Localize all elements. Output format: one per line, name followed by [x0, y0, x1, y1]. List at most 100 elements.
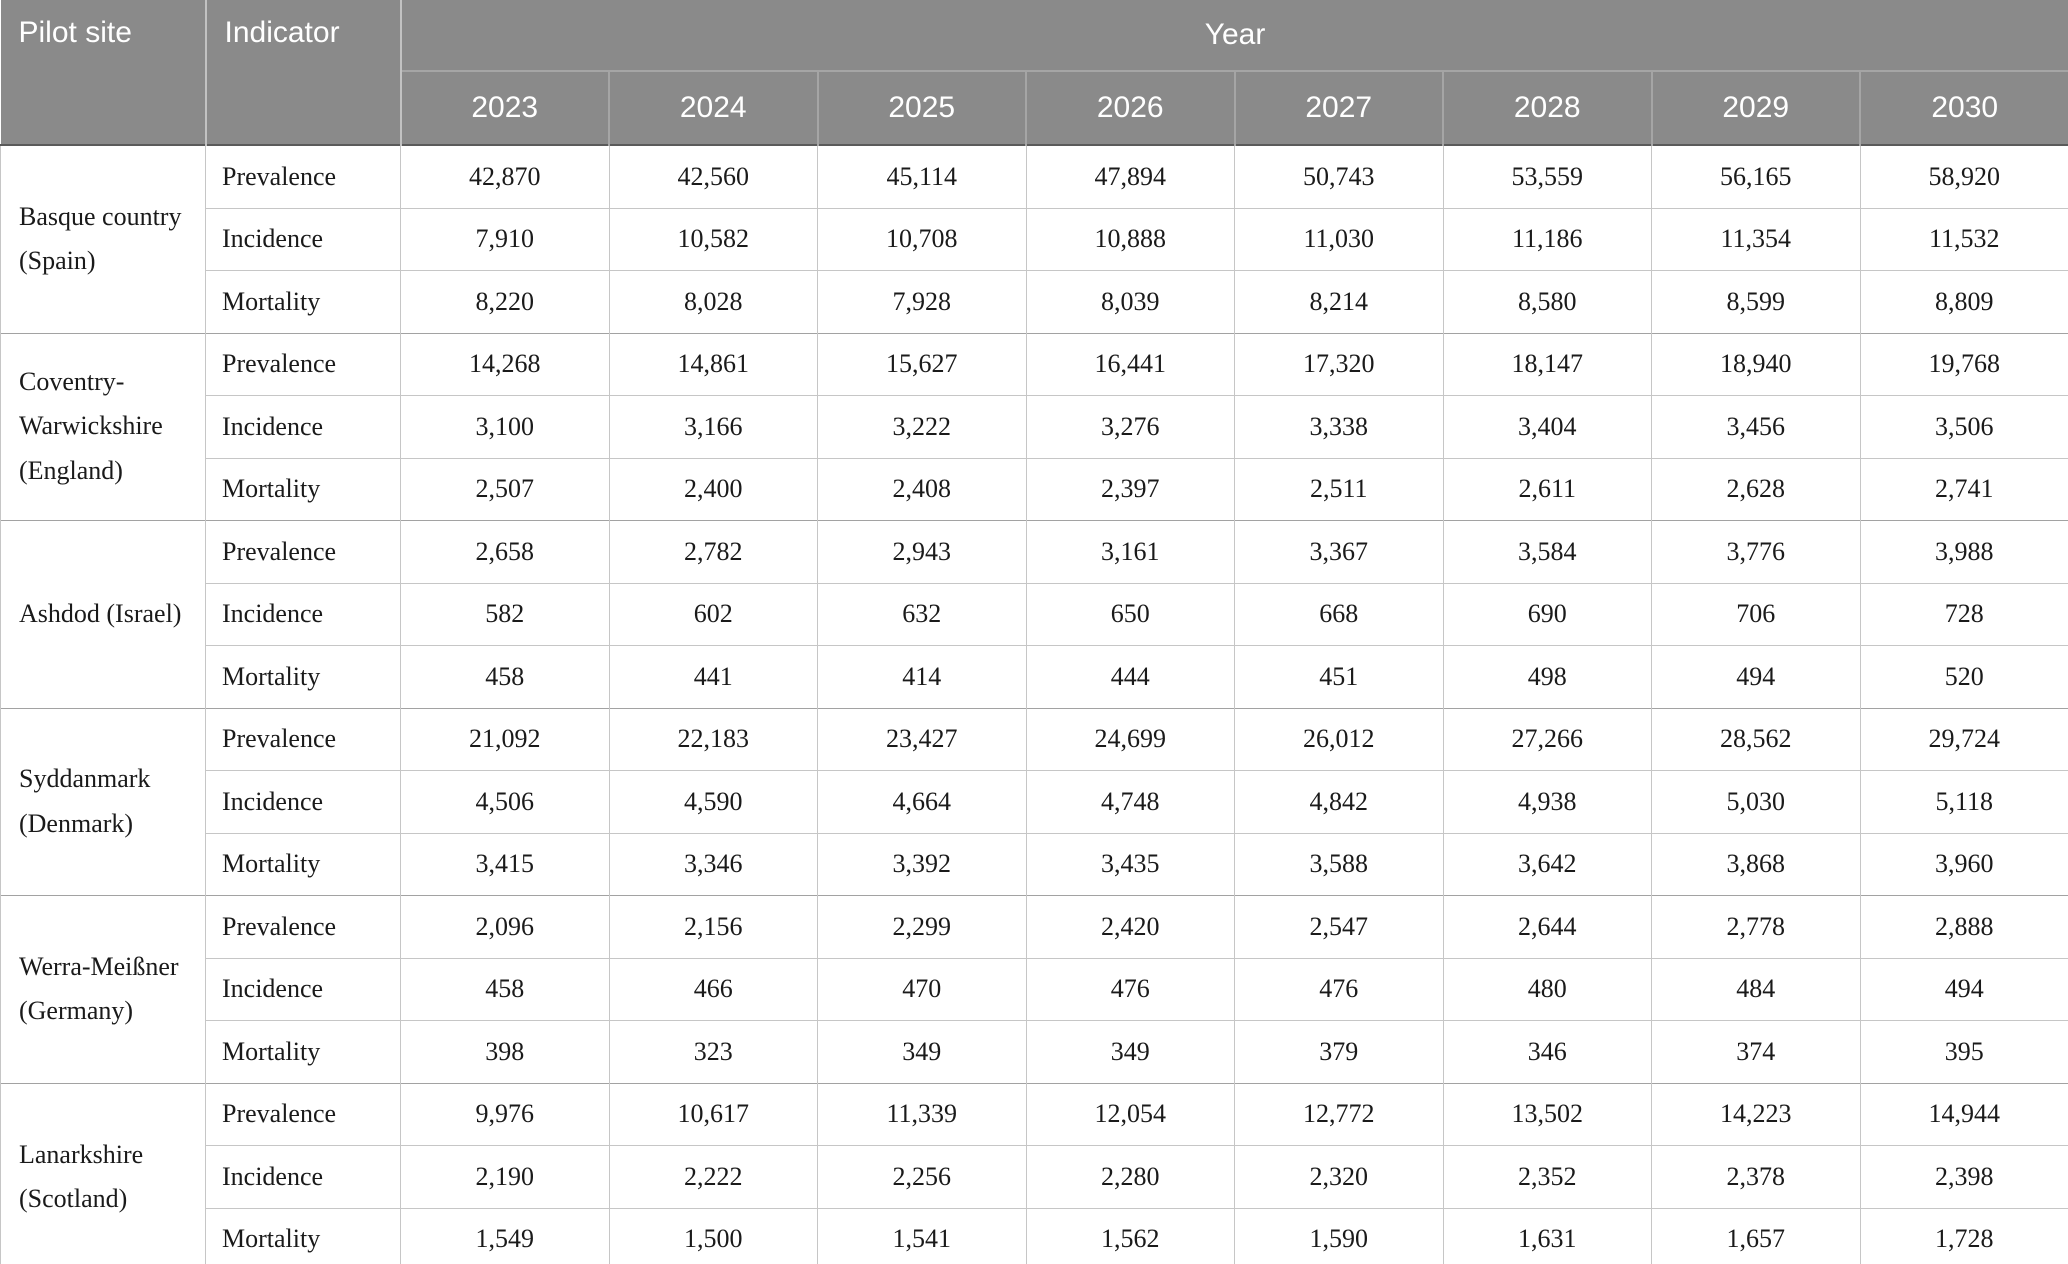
value-cell: 3,988 [1860, 520, 2068, 583]
value-cell: 494 [1860, 957, 2068, 1021]
value-cell: 18,147 [1443, 332, 1652, 396]
value-cell: 668 [1234, 582, 1444, 646]
value-cell: 17,320 [1234, 332, 1444, 396]
value-cell: 2,320 [1234, 1145, 1444, 1208]
table-row: Mortality 1,549 1,500 1,541 1,562 1,590 1,631 1… [1, 1207, 2068, 1264]
value-cell: 728 [1860, 582, 2068, 646]
value-cell: 3,588 [1234, 832, 1444, 896]
value-cell: 3,222 [817, 395, 1027, 458]
value-cell: 2,611 [1443, 457, 1652, 521]
value-cell: 4,748 [1026, 770, 1235, 833]
value-cell: 3,506 [1860, 395, 2068, 458]
value-cell: 9,976 [400, 1082, 610, 1146]
value-cell: 45,114 [817, 144, 1027, 208]
indicator-cell: Incidence [205, 395, 401, 458]
value-cell: 42,870 [400, 144, 610, 208]
value-cell: 2,398 [1860, 1145, 2068, 1208]
value-cell: 10,582 [609, 207, 818, 271]
value-cell: 7,910 [400, 207, 610, 271]
table-row: Basque country (Spain) Prevalence 42,870 42… [0, 144, 2068, 333]
value-cell: 58,920 [1860, 144, 2068, 208]
value-cell: 50,743 [1234, 144, 1444, 208]
value-cell: 1,657 [1651, 1207, 1861, 1264]
value-cell: 3,776 [1651, 520, 1861, 583]
value-cell: 8,599 [1651, 270, 1861, 333]
value-cell: 19,768 [1860, 332, 2068, 396]
table-row: Incidence 7,910 10,582 10,708 10,888 11,030 11… [1, 207, 2068, 271]
indicator-cell: Mortality [205, 1207, 401, 1264]
indicator-cell: Mortality [205, 457, 401, 521]
value-cell: 1,541 [817, 1207, 1027, 1264]
value-cell: 14,268 [400, 332, 610, 396]
value-cell: 374 [1651, 1020, 1861, 1083]
value-cell: 2,511 [1234, 457, 1444, 521]
table-row: Mortality 2,507 2,400 2,408 2,397 2,511 2,611 2… [1, 457, 2068, 521]
value-cell: 494 [1651, 645, 1861, 708]
value-cell: 2,888 [1860, 895, 2068, 958]
value-cell: 3,456 [1651, 395, 1861, 458]
value-cell: 3,346 [609, 832, 818, 896]
value-cell: 2,547 [1234, 895, 1444, 958]
value-cell: 10,888 [1026, 207, 1235, 271]
table-row: Incidence 3,100 3,166 3,222 3,276 3,338 3,404 3… [1, 395, 2068, 458]
value-cell: 1,549 [400, 1207, 610, 1264]
table-row: Mortality 8,220 8,028 7,928 8,039 8,214 8,580 8… [1, 270, 2068, 333]
header-row-top: Pilot site Indicator Year [0, 0, 2068, 145]
value-cell: 2,420 [1026, 895, 1235, 958]
year-header-cell: 2024 [608, 71, 818, 145]
value-cell: 1,500 [609, 1207, 818, 1264]
value-cell: 3,392 [817, 832, 1027, 896]
value-cell: 7,928 [817, 270, 1027, 333]
value-cell: 27,266 [1443, 707, 1652, 771]
table-row: Mortality 398 323 349 349 379 346 374 395 [1, 1020, 2068, 1083]
value-cell: 11,030 [1234, 207, 1444, 271]
value-cell: 29,724 [1860, 707, 2068, 771]
value-cell: 8,039 [1026, 270, 1235, 333]
value-cell: 2,408 [817, 457, 1027, 521]
indicator-cell: Prevalence [205, 895, 401, 958]
value-cell: 4,506 [400, 770, 610, 833]
value-cell: 3,868 [1651, 832, 1861, 896]
year-header-cell: 2030 [1859, 71, 2068, 145]
value-cell: 11,186 [1443, 207, 1652, 271]
value-cell: 1,590 [1234, 1207, 1444, 1264]
value-cell: 602 [609, 582, 818, 646]
value-cell: 3,276 [1026, 395, 1235, 458]
value-cell: 650 [1026, 582, 1235, 646]
value-cell: 484 [1651, 957, 1861, 1021]
indicator-cell: Incidence [205, 207, 401, 271]
indicator-cell: Mortality [205, 645, 401, 708]
year-header-row: 2023 2024 2025 2026 2027 2028 2029 2030 [1, 71, 2068, 145]
value-cell: 47,894 [1026, 144, 1235, 208]
value-cell: 11,339 [817, 1082, 1027, 1146]
value-cell: 2,644 [1443, 895, 1652, 958]
value-cell: 21,092 [400, 707, 610, 771]
value-cell: 690 [1443, 582, 1652, 646]
value-cell: 379 [1234, 1020, 1444, 1083]
value-cell: 3,100 [400, 395, 610, 458]
value-cell: 470 [817, 957, 1027, 1021]
value-cell: 451 [1234, 645, 1444, 708]
value-cell: 22,183 [609, 707, 818, 771]
value-cell: 2,280 [1026, 1145, 1235, 1208]
value-cell: 3,642 [1443, 832, 1652, 896]
value-cell: 8,220 [400, 270, 610, 333]
value-cell: 13,502 [1443, 1082, 1652, 1146]
value-cell: 23,427 [817, 707, 1027, 771]
table-row: Syddanmark (Denmark) Prevalence 21,092 22,1… [0, 707, 2068, 896]
indicator-cell: Incidence [205, 770, 401, 833]
site-cell: Werra-Meißner (Germany) [0, 895, 206, 1083]
site-cell: Coventry-Warwickshire (England) [0, 332, 206, 521]
value-cell: 42,560 [609, 144, 818, 208]
value-cell: 458 [400, 957, 610, 1021]
value-cell: 441 [609, 645, 818, 708]
indicator-cell: Prevalence [205, 144, 401, 208]
value-cell: 2,352 [1443, 1145, 1652, 1208]
table-row: Incidence 582 602 632 650 668 690 706 728 [1, 582, 2068, 646]
value-cell: 12,054 [1026, 1082, 1235, 1146]
value-cell: 24,699 [1026, 707, 1235, 771]
site-cell: Basque country (Spain) [0, 144, 206, 333]
value-cell: 632 [817, 582, 1027, 646]
value-cell: 56,165 [1651, 144, 1861, 208]
value-cell: 349 [1026, 1020, 1235, 1083]
